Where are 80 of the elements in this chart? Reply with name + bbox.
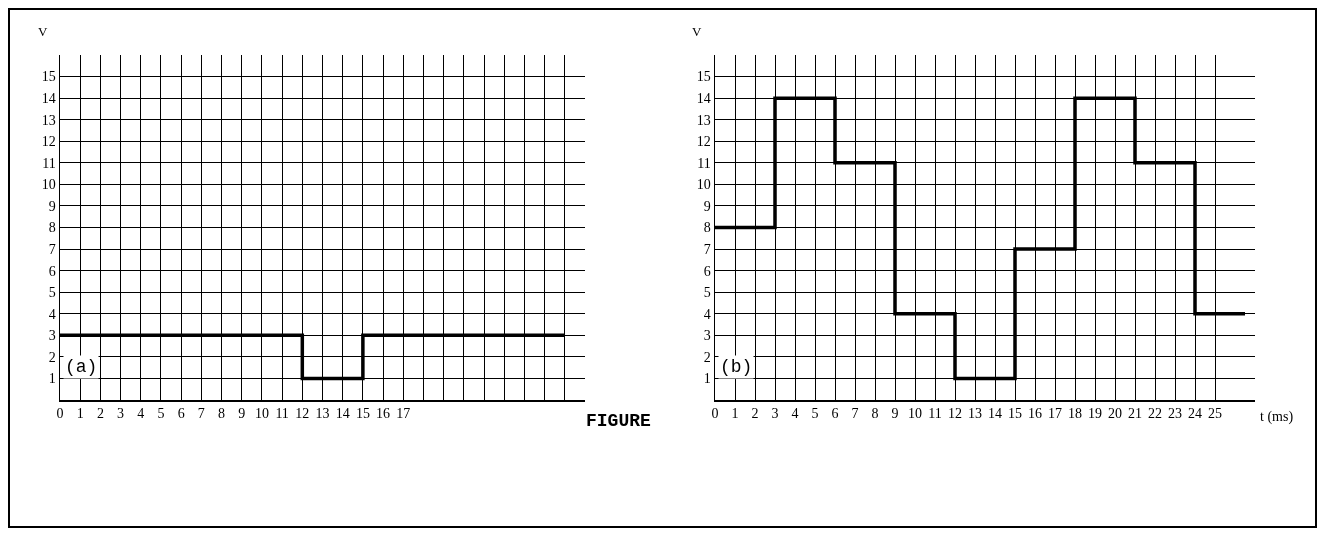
x-tick-label: 15 — [355, 406, 370, 422]
x-tick-label: 17 — [1048, 406, 1062, 422]
x-tick-label: 7 — [197, 406, 205, 422]
y-tick-label: 11 — [42, 155, 56, 171]
x-tick-label: 22 — [1148, 406, 1162, 422]
x-tick-label: 11 — [275, 406, 289, 422]
x-tick-label: 0 — [711, 406, 719, 422]
x-tick-label: 9 — [238, 406, 246, 422]
x-tick-label: 19 — [1088, 406, 1102, 422]
y-tick-label: 13 — [41, 112, 56, 128]
x-tick-label: 13 — [968, 406, 982, 422]
x-tick-label: 6 — [831, 406, 839, 422]
y-tick-label: 3 — [48, 328, 56, 344]
y-tick-label: 9 — [48, 198, 56, 214]
x-tick-label: 12 — [948, 406, 962, 422]
y-tick-label: 7 — [48, 241, 56, 257]
y-tick-label: 4 — [703, 306, 711, 322]
y-tick-label: 8 — [48, 220, 56, 236]
x-tick-label: 9 — [891, 406, 899, 422]
y-tick-label: 5 — [48, 285, 56, 301]
x-tick-label: 24 — [1188, 406, 1202, 422]
y-tick-label: 9 — [703, 198, 711, 214]
x-tick-label: 1 — [731, 406, 739, 422]
x-tick-label: 15 — [1008, 406, 1022, 422]
y-tick-label: 15 — [696, 69, 711, 85]
x-tick-label: 5 — [157, 406, 165, 422]
x-axis-title: t (ms) — [1260, 409, 1294, 425]
y-tick-label: 14 — [41, 91, 56, 107]
x-tick-label: 7 — [851, 406, 859, 422]
y-tick-label: 4 — [48, 306, 56, 322]
x-tick-label: 10 — [908, 406, 922, 422]
x-tick-label: 8 — [218, 406, 226, 422]
y-axis-title: V — [692, 24, 702, 39]
y-tick-label: 7 — [703, 241, 711, 257]
y-tick-label: 6 — [48, 263, 56, 279]
y-tick-label: 1 — [48, 371, 56, 387]
x-tick-label: 1 — [76, 406, 84, 422]
x-tick-label: 11 — [928, 406, 942, 422]
x-tick-label: 23 — [1168, 406, 1182, 422]
y-axis-title: V — [38, 24, 48, 39]
x-tick-label: 6 — [177, 406, 185, 422]
x-tick-label: 0 — [56, 406, 64, 422]
y-tick-label: 14 — [696, 91, 711, 107]
x-tick-label: 16 — [376, 406, 391, 422]
x-tick-label: 2 — [96, 406, 104, 422]
x-tick-label: 18 — [1068, 406, 1082, 422]
x-tick-label: 3 — [117, 406, 125, 422]
x-tick-label: 13 — [315, 406, 330, 422]
text: FIGURE — [586, 411, 652, 431]
y-tick-label: 12 — [696, 134, 711, 150]
y-tick-label: 6 — [703, 263, 711, 279]
x-tick-label: 17 — [396, 406, 411, 422]
x-tick-label: 2 — [751, 406, 759, 422]
x-tick-label: 10 — [254, 406, 269, 422]
y-tick-label: 10 — [696, 177, 711, 193]
y-tick-label: 5 — [703, 285, 711, 301]
y-tick-label: 3 — [703, 328, 711, 344]
annotation: (a) — [65, 357, 98, 377]
x-tick-label: 4 — [137, 406, 145, 422]
y-tick-label: 12 — [41, 134, 56, 150]
x-tick-label: 25 — [1208, 406, 1222, 422]
x-tick-label: 14 — [335, 406, 350, 422]
x-tick-label: 14 — [988, 406, 1002, 422]
annotation: (b) — [720, 357, 753, 377]
x-tick-label: 21 — [1128, 406, 1142, 422]
y-tick-label: 8 — [703, 220, 711, 236]
y-tick-label: 1 — [703, 371, 711, 387]
x-tick-label: 3 — [771, 406, 779, 422]
y-tick-label: 15 — [41, 69, 56, 85]
y-tick-label: 11 — [697, 155, 711, 171]
x-tick-label: 8 — [871, 406, 879, 422]
y-tick-label: 2 — [703, 349, 711, 365]
y-tick-label: 13 — [696, 112, 711, 128]
y-tick-label: 2 — [48, 349, 56, 365]
x-tick-label: 16 — [1028, 406, 1042, 422]
x-tick-label: 20 — [1108, 406, 1122, 422]
x-tick-label: 5 — [811, 406, 819, 422]
x-tick-label: 12 — [295, 406, 310, 422]
y-tick-label: 10 — [41, 177, 56, 193]
x-tick-label: 4 — [791, 406, 799, 422]
